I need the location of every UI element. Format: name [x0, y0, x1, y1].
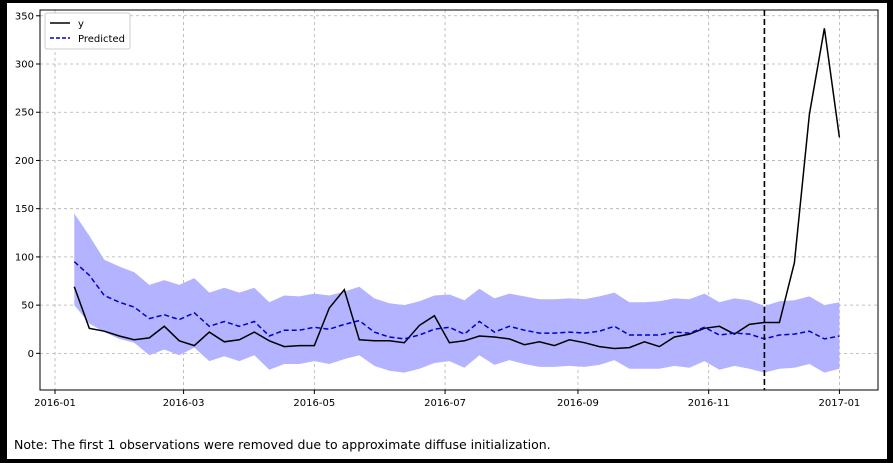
- y-tick-label: 0: [28, 349, 34, 360]
- y-tick-label: 200: [15, 156, 34, 167]
- legend: y Predicted: [44, 12, 131, 50]
- chart: 2016-01 2016-03 2016-05 2016-07 2016-09 2016-…: [15, 9, 879, 409]
- legend-box: [44, 12, 131, 50]
- y-tick-label: 250: [15, 108, 34, 119]
- confidence-band-group: [74, 213, 840, 373]
- x-tick-label: 2016-11: [688, 398, 730, 409]
- legend-predicted-label: Predicted: [78, 34, 125, 45]
- y-tick-label: 150: [15, 204, 34, 215]
- x-tick-label: 2016-03: [163, 398, 205, 409]
- x-tick-label: 2016-07: [424, 398, 466, 409]
- series-line-predicted: [73, 261, 840, 340]
- y-axis-ticks: 0 50 100 150 200 250 300 350: [15, 11, 40, 360]
- series-line-y: [73, 28, 841, 350]
- y-tick-label: 300: [15, 60, 34, 71]
- y-tick-label: 100: [15, 252, 34, 263]
- figure-frame: 2016-01 2016-03 2016-05 2016-07 2016-09 2016-…: [7, 3, 887, 459]
- footnote: Note: The first 1 observations were remo…: [14, 437, 551, 452]
- x-tick-label: 2016-05: [293, 398, 335, 409]
- series-lines: [73, 28, 841, 350]
- plot-area-border: [39, 9, 879, 391]
- legend-y-label: y: [78, 19, 84, 30]
- x-axis-ticks: 2016-01 2016-03 2016-05 2016-07 2016-09 2016-…: [34, 390, 860, 409]
- y-tick-label: 50: [21, 301, 34, 312]
- confidence-band: [74, 213, 840, 373]
- x-tick-label: 2016-09: [557, 398, 599, 409]
- y-tick-label: 350: [15, 11, 34, 22]
- x-tick-label: 2016-01: [34, 398, 76, 409]
- x-tick-label: 2017-01: [819, 398, 861, 409]
